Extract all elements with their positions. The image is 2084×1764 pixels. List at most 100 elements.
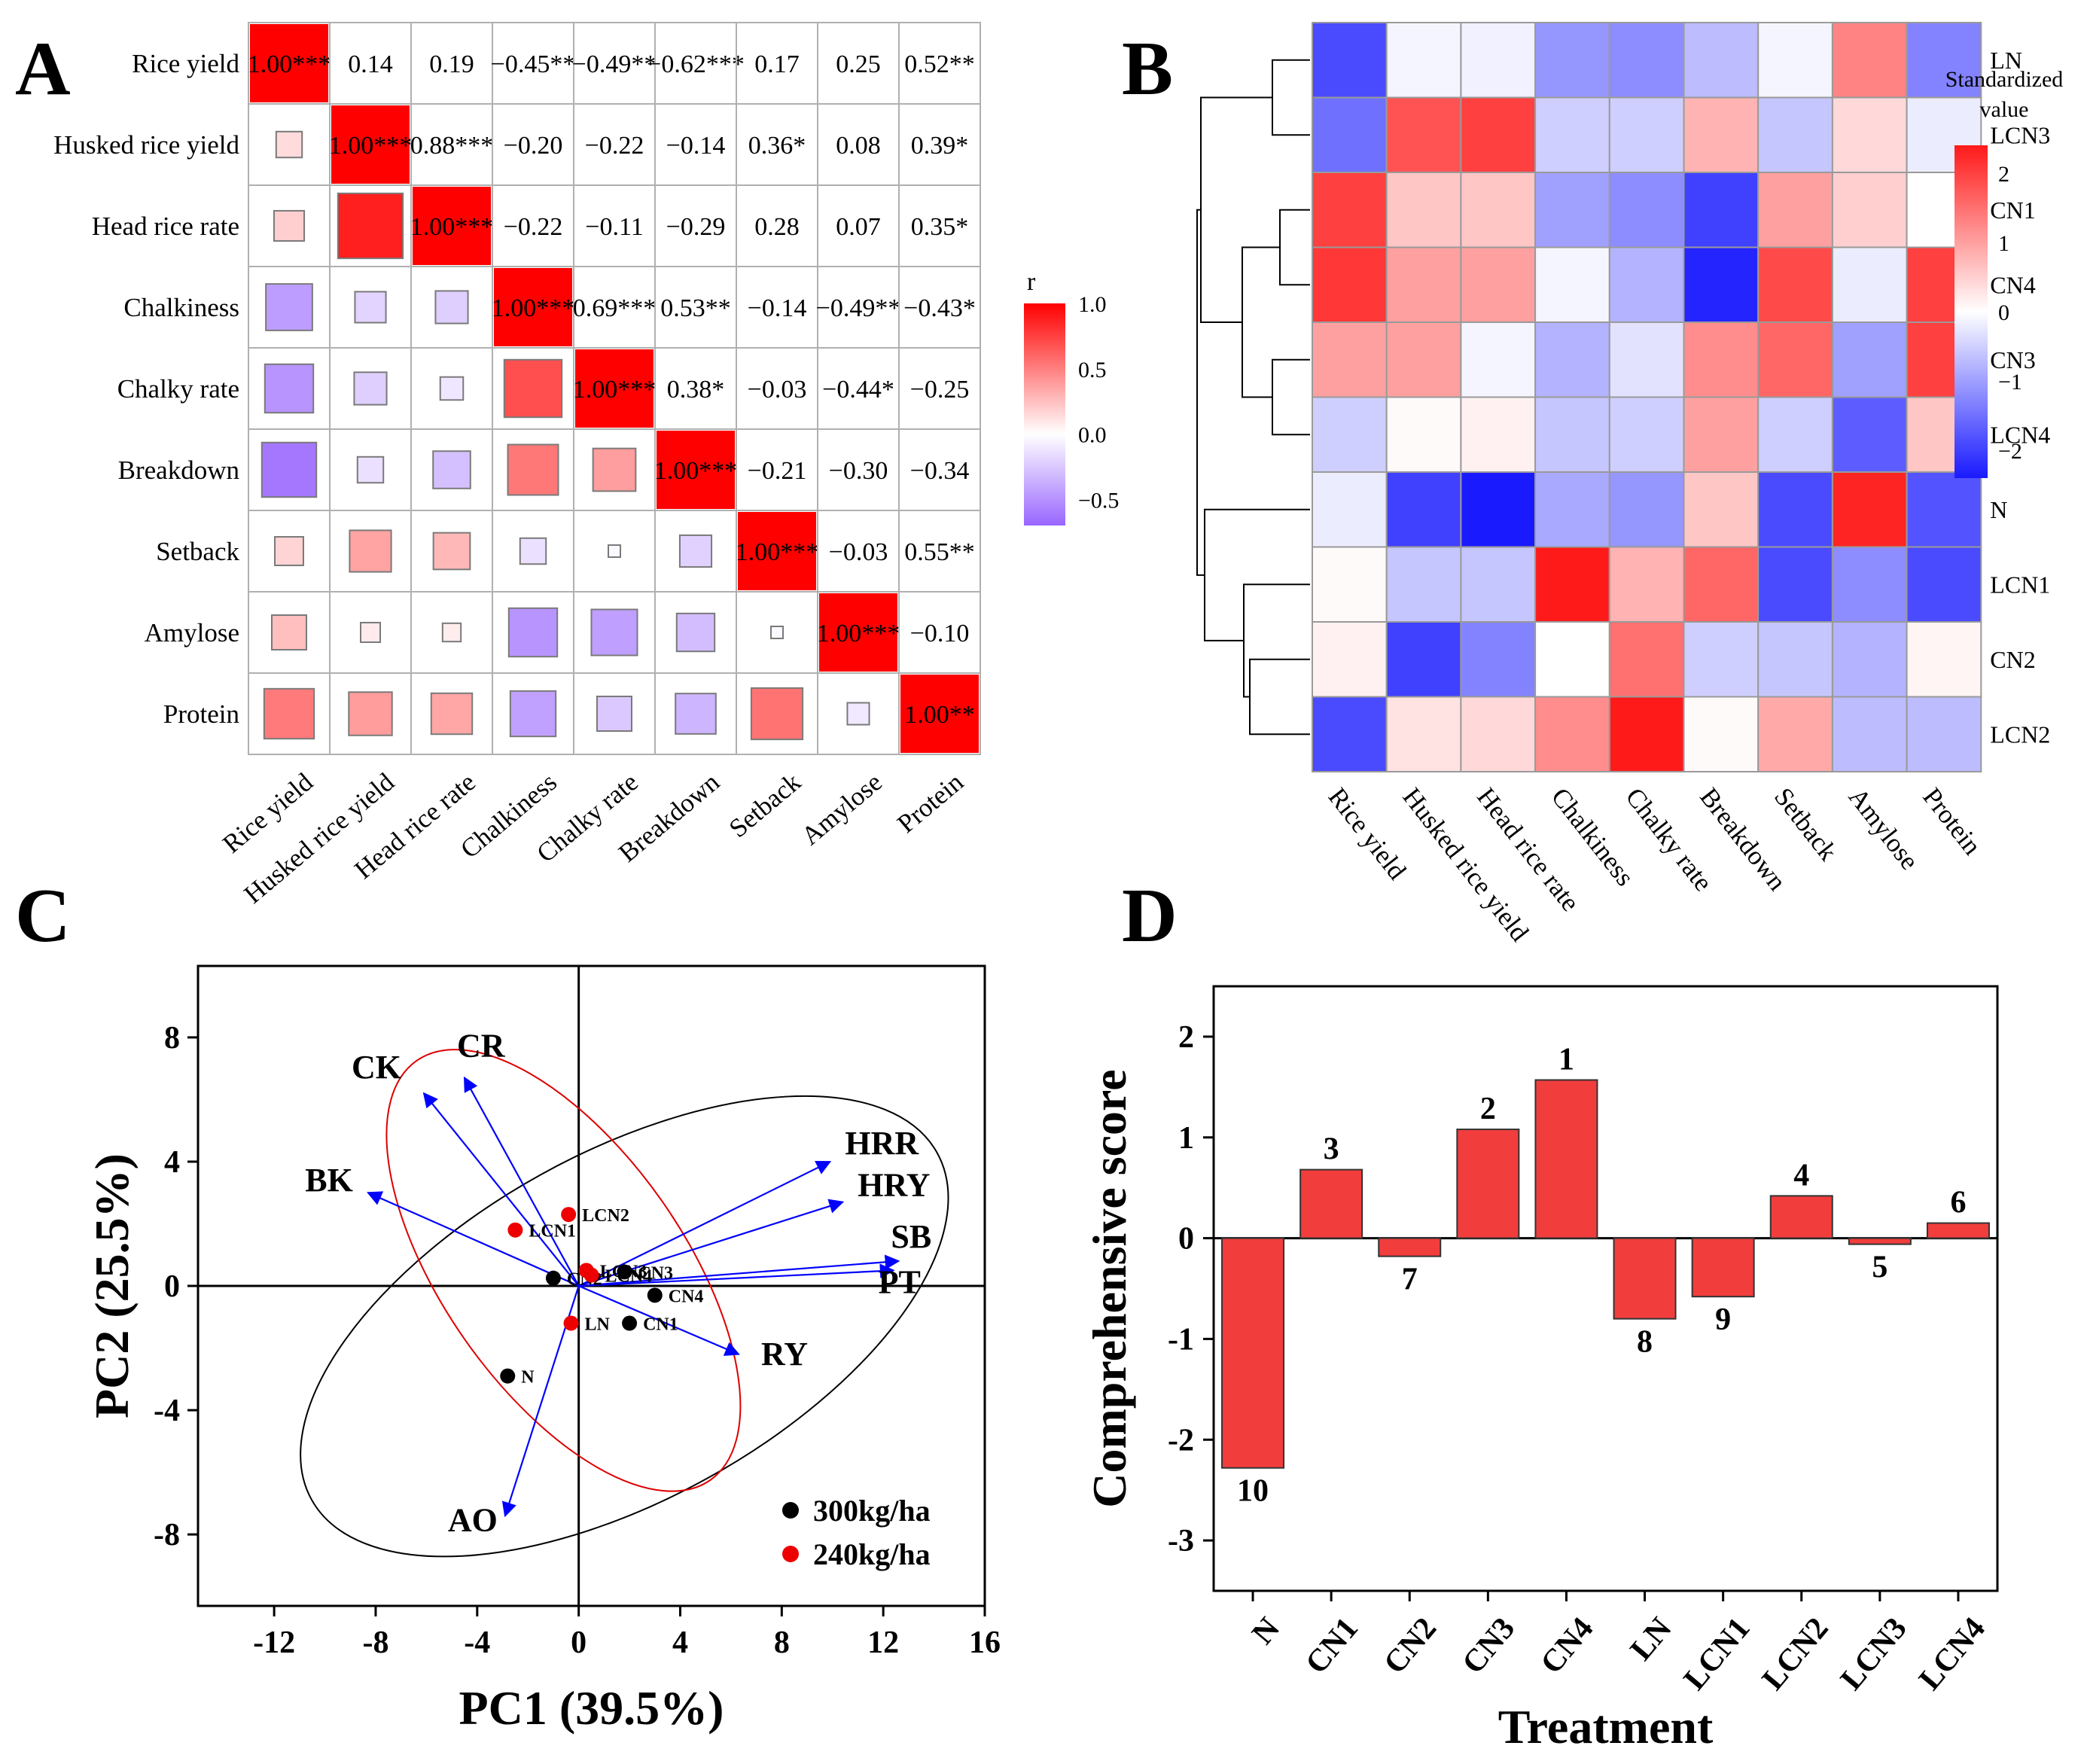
- correlation-label: −0.22: [504, 213, 563, 241]
- heatmap-cell: [1460, 696, 1537, 772]
- heatmap-cell: [1683, 246, 1760, 323]
- correlation-label: −0.03: [748, 376, 807, 404]
- heatmap-cell: [1534, 321, 1610, 398]
- correlation-label: 1.00***: [817, 620, 900, 647]
- loading-label: BK: [305, 1162, 353, 1199]
- heatmap-cell: [1608, 396, 1685, 473]
- heatmap-cell: [1385, 396, 1462, 473]
- correlation-label: −0.62***: [647, 50, 745, 78]
- score-bar: [1848, 1237, 1912, 1245]
- score-bar: [1691, 1237, 1755, 1298]
- x-axis-title: PC1 (39.5%): [459, 1681, 724, 1735]
- diagonal-cell: [819, 593, 897, 672]
- correlation-square: [260, 441, 318, 498]
- row-label: Husked rice yield: [53, 130, 239, 160]
- legend-marker: [782, 1546, 799, 1562]
- rank-label: 6: [1950, 1186, 1966, 1220]
- score-point-label: LN: [585, 1315, 611, 1335]
- heatmap-cell: [1757, 621, 1833, 698]
- score-bar: [1299, 1168, 1363, 1239]
- score-bar: [1378, 1237, 1442, 1257]
- score-point-label: N: [521, 1368, 535, 1388]
- correlation-square: [750, 687, 804, 741]
- column-label: Protein: [891, 767, 969, 839]
- heatmap-cell: [1683, 172, 1760, 248]
- heatmap-cell: [1385, 22, 1462, 99]
- correlation-square: [275, 130, 303, 159]
- dendrogram-branch: [1279, 209, 1310, 286]
- correlation-label: 0.08: [836, 132, 881, 160]
- heatmap-cell: [1608, 546, 1685, 623]
- heatmap-cell: [1608, 172, 1685, 248]
- correlation-label: 0.38*: [667, 376, 725, 404]
- correlation-label: 0.35*: [911, 213, 969, 241]
- correlation-square: [770, 626, 784, 639]
- heatmap-cell: [1460, 396, 1537, 473]
- score-point-label: CN4: [669, 1287, 704, 1306]
- score-point-label: CN1: [643, 1315, 678, 1335]
- score-point: [617, 1264, 632, 1280]
- row-label: CN2: [1990, 646, 2035, 673]
- heatmap-cell: [1906, 546, 1982, 623]
- score-point-label: LCN2: [582, 1206, 629, 1226]
- correlation-label: −0.10: [910, 620, 970, 647]
- heatmap-cell: [1312, 396, 1388, 473]
- rank-label: 10: [1237, 1474, 1269, 1509]
- score-bar: [1456, 1129, 1520, 1239]
- heatmap-cell: [1757, 246, 1833, 323]
- correlation-label: −0.11: [585, 213, 643, 241]
- y-tick-label: 0: [1178, 1222, 1194, 1257]
- heatmap-cell: [1608, 246, 1685, 323]
- x-tick-label: 8: [774, 1625, 790, 1660]
- rank-label: 4: [1793, 1158, 1809, 1193]
- heatmap-cell: [1831, 321, 1908, 398]
- legend-tick-label: −2: [1998, 439, 2022, 464]
- correlation-label: 1.00***: [410, 213, 494, 241]
- heatmap-cell: [1608, 22, 1685, 99]
- correlation-label: −0.21: [748, 457, 807, 485]
- diagonal-cell: [657, 431, 735, 509]
- heatmap-cell: [1831, 22, 1908, 99]
- row-label: CN1: [1990, 197, 2035, 224]
- matrix-cell: [898, 672, 981, 755]
- heatmap-cell: [1831, 396, 1908, 473]
- x-tick-label: LCN3: [1834, 1611, 1914, 1697]
- heatmap-cell: [1683, 96, 1760, 173]
- score-point: [507, 1222, 523, 1238]
- x-tick-label: 16: [969, 1625, 1001, 1660]
- diagonal-cell: [331, 105, 410, 184]
- heatmap-cell: [1831, 696, 1908, 772]
- heatmap-cell: [1757, 396, 1833, 473]
- legend-title: r: [1027, 268, 1036, 296]
- loading-arrow: [578, 1263, 895, 1287]
- heatmap-cell: [1757, 22, 1833, 99]
- row-label: Rice yield: [132, 49, 239, 78]
- legend-label: 300kg/ha: [813, 1494, 931, 1528]
- legend-tick-label: 0: [1998, 300, 2009, 325]
- column-label: Setback: [724, 767, 806, 843]
- correlation-square: [274, 536, 304, 566]
- diagonal-cell: [900, 675, 979, 753]
- y-tick-label: 4: [164, 1145, 180, 1180]
- loading-label: HRR: [845, 1125, 919, 1162]
- heatmap-cell: [1757, 96, 1833, 173]
- y-axis-title: PC2 (25.5%): [85, 1153, 139, 1418]
- row-label: LN: [1990, 47, 2022, 74]
- loading-label: AO: [448, 1501, 498, 1538]
- correlation-label: −0.25: [910, 376, 970, 404]
- row-label: CN4: [1990, 271, 2035, 298]
- dendrogram-branch: [1243, 583, 1310, 698]
- heatmap-cell: [1460, 246, 1537, 323]
- score-point: [583, 1267, 599, 1283]
- heatmap-cell: [1385, 471, 1462, 548]
- column-label: Amylose: [1843, 782, 1925, 876]
- column-label: Setback: [1769, 782, 1843, 867]
- rank-label: 7: [1402, 1263, 1418, 1297]
- score-point-label: CN3: [638, 1263, 673, 1283]
- heatmap-cell: [1757, 172, 1833, 248]
- row-label: Amylose: [145, 618, 239, 647]
- correlation-label: −0.43*: [903, 294, 976, 322]
- y-axis-title: Comprehensive score: [1083, 1069, 1136, 1507]
- heatmap-cell: [1683, 321, 1760, 398]
